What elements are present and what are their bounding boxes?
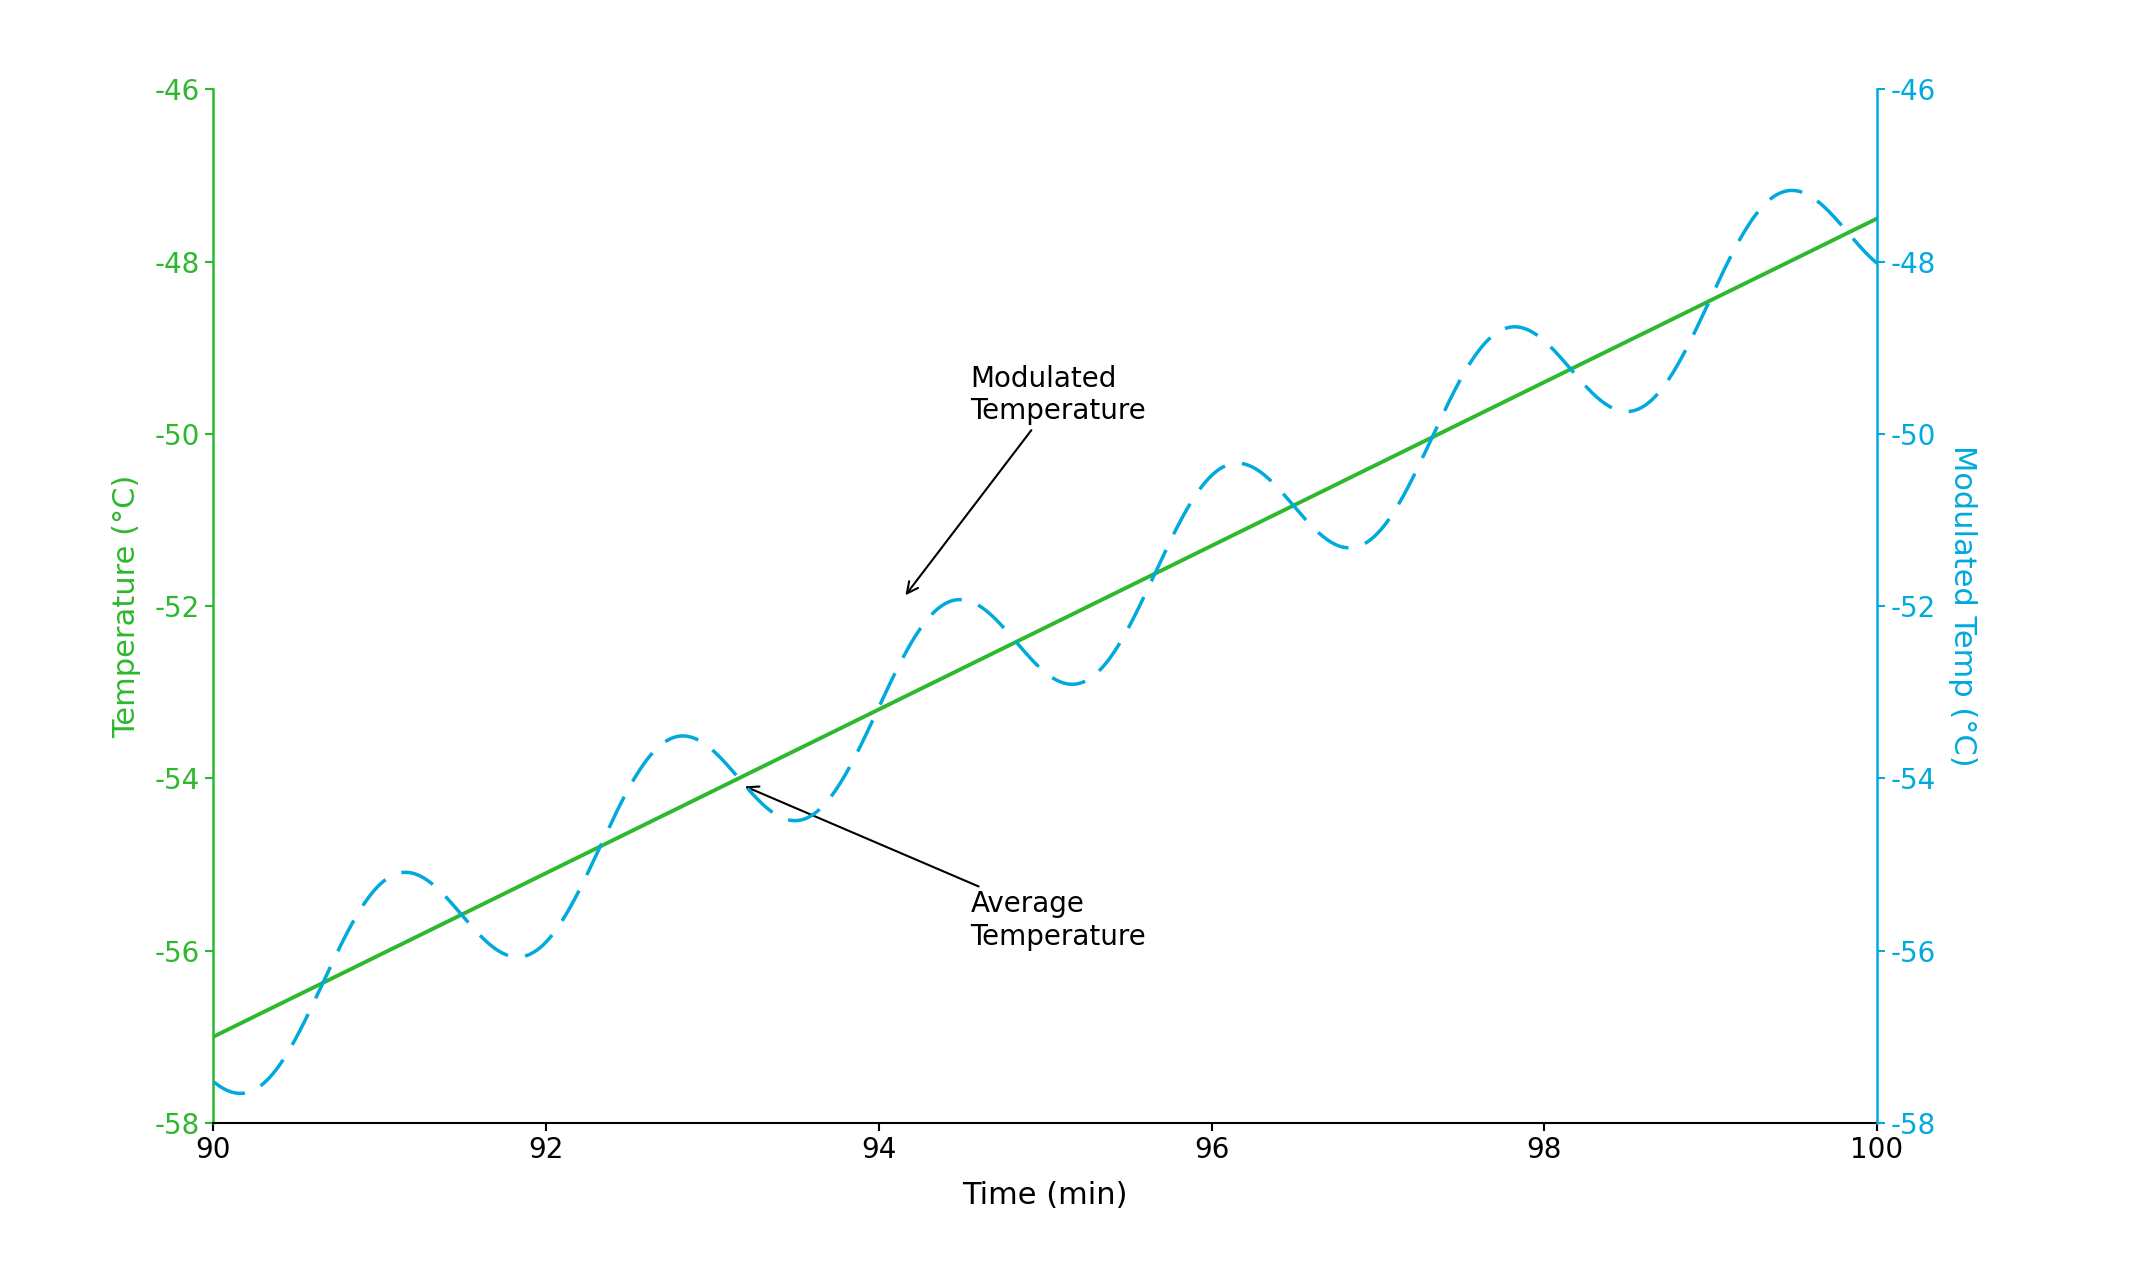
Text: Average
Temperature: Average Temperature <box>747 786 1145 951</box>
X-axis label: Time (min): Time (min) <box>962 1180 1128 1210</box>
Y-axis label: Modulated Temp (°C): Modulated Temp (°C) <box>1947 445 1977 767</box>
Text: Modulated
Temperature: Modulated Temperature <box>907 365 1145 593</box>
Y-axis label: Temperature (°C): Temperature (°C) <box>111 475 141 738</box>
